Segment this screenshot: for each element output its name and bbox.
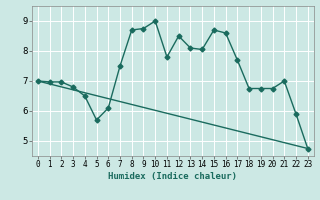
X-axis label: Humidex (Indice chaleur): Humidex (Indice chaleur) bbox=[108, 172, 237, 181]
